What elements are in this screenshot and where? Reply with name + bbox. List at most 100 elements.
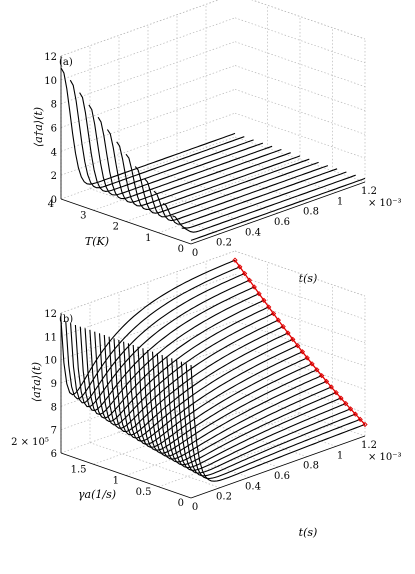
- x-tick-label: 1: [337, 450, 343, 461]
- box-edge: [60, 0, 220, 57]
- z-tick-label: 2: [51, 171, 57, 182]
- panel-label: (b): [59, 314, 73, 325]
- curves: [60, 67, 366, 241]
- highlight-marker: [237, 264, 243, 270]
- highlight-marker: [347, 406, 354, 412]
- highlight-marker: [357, 416, 363, 422]
- panel-label: (a): [59, 57, 73, 68]
- y-tick-label: 0: [178, 498, 184, 509]
- z-tick-label: 8: [51, 100, 57, 111]
- series-line: [153, 165, 329, 222]
- series-line: [123, 341, 298, 442]
- z-tick-label: 0: [51, 195, 57, 206]
- series-line: [190, 364, 366, 482]
- highlight-line: [234, 259, 366, 425]
- series-line: [172, 171, 347, 229]
- series-line: [65, 266, 241, 400]
- highlight-marker: [343, 400, 349, 407]
- highlight-marker: [328, 384, 334, 390]
- series-line: [180, 361, 356, 477]
- series-line: [108, 326, 284, 433]
- highlight-marker: [280, 323, 286, 330]
- highlight-marker: [319, 372, 325, 379]
- highlight-marker: [270, 310, 277, 317]
- z-axis-label: ⟨a†a⟩(t): [30, 362, 43, 402]
- series-line: [74, 279, 250, 408]
- series-line: [94, 306, 269, 423]
- x-tick-label: 0: [192, 248, 198, 259]
- x-tick-label: 1.2: [361, 186, 377, 197]
- x-axis-label: t(s): [299, 526, 318, 539]
- series-line: [127, 343, 303, 445]
- series-line: [116, 141, 291, 207]
- highlight-marker: [323, 378, 330, 384]
- series-line: [181, 174, 356, 233]
- series-line: [185, 363, 361, 480]
- highlight-marker: [304, 355, 310, 361]
- series-line: [60, 259, 236, 396]
- y-exponent: 2 × 10⁵: [11, 437, 49, 448]
- series-line: [106, 129, 282, 203]
- z-tick-label: 7: [51, 426, 57, 437]
- gridline: [93, 401, 268, 465]
- highlight-marker: [266, 304, 272, 310]
- x-tick-label: 1.2: [361, 440, 377, 451]
- y-tick-label: 4: [48, 199, 54, 210]
- highlight-marker: [290, 336, 296, 342]
- x-axis-label: t(s): [299, 272, 318, 285]
- y-tick-label: 0.5: [136, 487, 152, 498]
- z-tick-label: 10: [44, 356, 57, 367]
- highlight-marker: [309, 361, 315, 367]
- highlight-marker: [338, 395, 344, 401]
- highlight-marker: [232, 257, 238, 263]
- highlight-marker: [294, 342, 301, 349]
- series-line: [171, 358, 346, 471]
- series-line: [134, 158, 310, 214]
- series-line: [132, 344, 308, 448]
- y-tick-label: 3: [80, 210, 86, 221]
- x-tick-label: 0.8: [303, 461, 319, 472]
- series-line: [60, 67, 236, 185]
- highlight-marker: [314, 367, 320, 373]
- highlight-marker: [299, 349, 306, 355]
- x-exponent: × 10⁻³: [368, 198, 402, 209]
- x-tick-label: 1: [337, 196, 343, 207]
- z-tick-label: 4: [51, 147, 57, 158]
- y-axis-label: γa(1/s): [78, 488, 116, 501]
- x-tick-label: 0.2: [216, 492, 232, 503]
- y-tick-label: 1: [145, 233, 151, 244]
- highlight-marker: [275, 317, 281, 323]
- series-line: [79, 92, 254, 192]
- t-axis-line: [190, 181, 366, 245]
- x-tick-label: 0.6: [274, 217, 290, 228]
- x-tick-label: 0.2: [216, 238, 232, 249]
- x-tick-label: 0.8: [303, 207, 319, 218]
- param-axis-line: [60, 452, 192, 499]
- highlight-marker: [362, 421, 368, 428]
- z-tick-label: 10: [44, 76, 57, 87]
- y-tick-label: 1.5: [71, 464, 87, 475]
- gridline: [60, 112, 236, 176]
- panel-b: 0 0.2 0.4 0.6 0.8 1 1.2 0 0.5 1 1.5 6 7 8 9 10 11 12 t(s) ×…: [11, 250, 402, 539]
- series-line: [161, 354, 337, 466]
- highlight-marker: [246, 277, 253, 283]
- gridline: [60, 89, 236, 152]
- curves: [60, 259, 366, 482]
- highlight-marker: [251, 284, 257, 290]
- x-exponent: × 10⁻³: [368, 452, 402, 463]
- y-axis-label: T(K): [85, 235, 109, 248]
- z-tick-label: 8: [51, 402, 57, 413]
- param-axis-line: [60, 198, 192, 245]
- highlight-marker: [352, 411, 359, 417]
- series-line: [162, 168, 338, 225]
- t-axis-line: [190, 435, 366, 499]
- series-line: [113, 332, 289, 436]
- series-line: [176, 359, 351, 474]
- series-line: [142, 348, 318, 454]
- series-line: [88, 104, 264, 196]
- series-line: [190, 177, 366, 241]
- x-tick-label: 0: [192, 502, 198, 513]
- series-line: [166, 356, 342, 469]
- highlight-series: [232, 257, 368, 428]
